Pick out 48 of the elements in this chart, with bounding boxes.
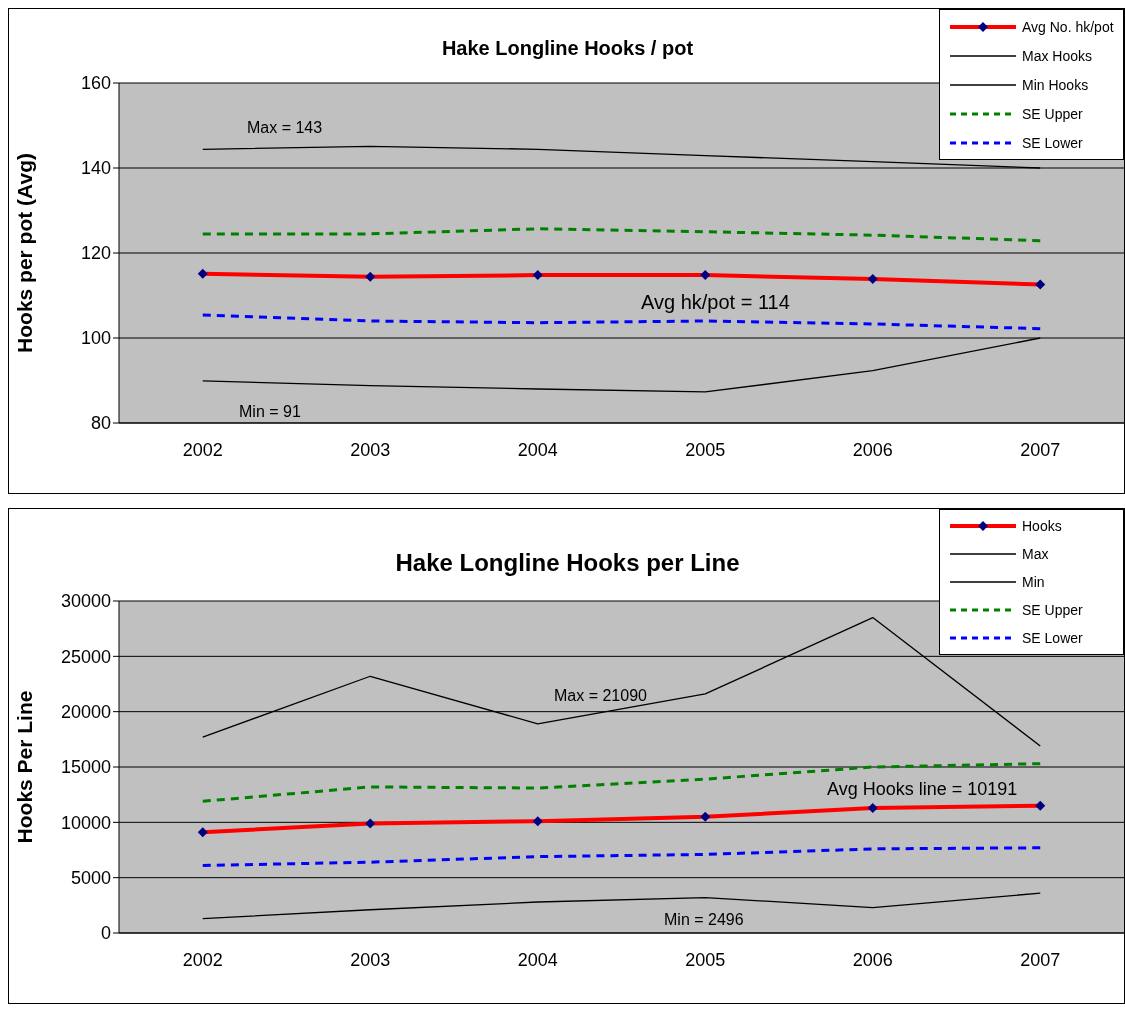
x-tick-label: 2006 <box>852 439 893 460</box>
line-series <box>201 227 1042 243</box>
annotation: Avg Hooks line = 10191 <box>827 779 1018 800</box>
y-tick-label: 10000 <box>60 812 111 833</box>
y-tick-label: 20000 <box>60 702 111 723</box>
legend-label: Hooks <box>1022 518 1062 534</box>
y-tick-label: 100 <box>80 328 111 349</box>
y-tick-label: 25000 <box>60 646 111 667</box>
y-tick-label: 5000 <box>70 868 111 889</box>
legend-label: SE Upper <box>1022 105 1083 122</box>
legend-label: SE Lower <box>1022 630 1083 646</box>
x-tick-label: 2005 <box>685 439 726 460</box>
y-tick-label: 140 <box>80 158 111 179</box>
line-series <box>201 762 1042 803</box>
line-series <box>201 846 1042 867</box>
annotation: Min = 91 <box>239 403 301 421</box>
x-tick-label: 2002 <box>182 439 223 460</box>
x-tick-label: 2003 <box>350 949 391 970</box>
y-tick-label: 120 <box>80 243 111 264</box>
legend-label: Avg No. hk/pot <box>1022 18 1114 35</box>
legend-label: Max <box>1022 546 1049 562</box>
y-tick-label: 30000 <box>60 591 111 612</box>
x-tick-label: 2002 <box>182 949 223 970</box>
y-tick-label: 160 <box>80 73 111 94</box>
chart-title: Hake Longline Hooks / pot <box>441 37 694 59</box>
y-tick-label: 15000 <box>60 757 111 778</box>
line-series <box>201 313 1042 331</box>
y-axis-title: Hooks per pot (Avg) <box>13 153 37 353</box>
x-tick-label: 2004 <box>517 949 558 970</box>
annotation: Avg hk/pot = 114 <box>641 291 790 314</box>
legend-label: Min Hooks <box>1022 76 1089 93</box>
x-tick-label: 2003 <box>350 439 391 460</box>
y-tick-label: 0 <box>100 923 111 944</box>
x-tick-label: 2005 <box>685 949 726 970</box>
y-tick-label: 80 <box>90 413 111 434</box>
annotation: Max = 21090 <box>554 687 647 705</box>
legend-label: SE Upper <box>1022 602 1083 618</box>
x-tick-label: 2004 <box>517 439 558 460</box>
y-axis-title: Hooks Per Line <box>13 690 37 844</box>
annotation: Min = 2496 <box>664 911 744 929</box>
annotation: Max = 143 <box>247 119 323 137</box>
legend-label: Min <box>1022 574 1045 590</box>
chart-title: Hake Longline Hooks per Line <box>395 549 740 576</box>
x-tick-label: 2007 <box>1020 439 1061 460</box>
x-tick-label: 2007 <box>1020 949 1061 970</box>
legend-label: Max Hooks <box>1022 47 1093 64</box>
legend-label: SE Lower <box>1022 134 1083 151</box>
x-tick-label: 2006 <box>852 949 893 970</box>
